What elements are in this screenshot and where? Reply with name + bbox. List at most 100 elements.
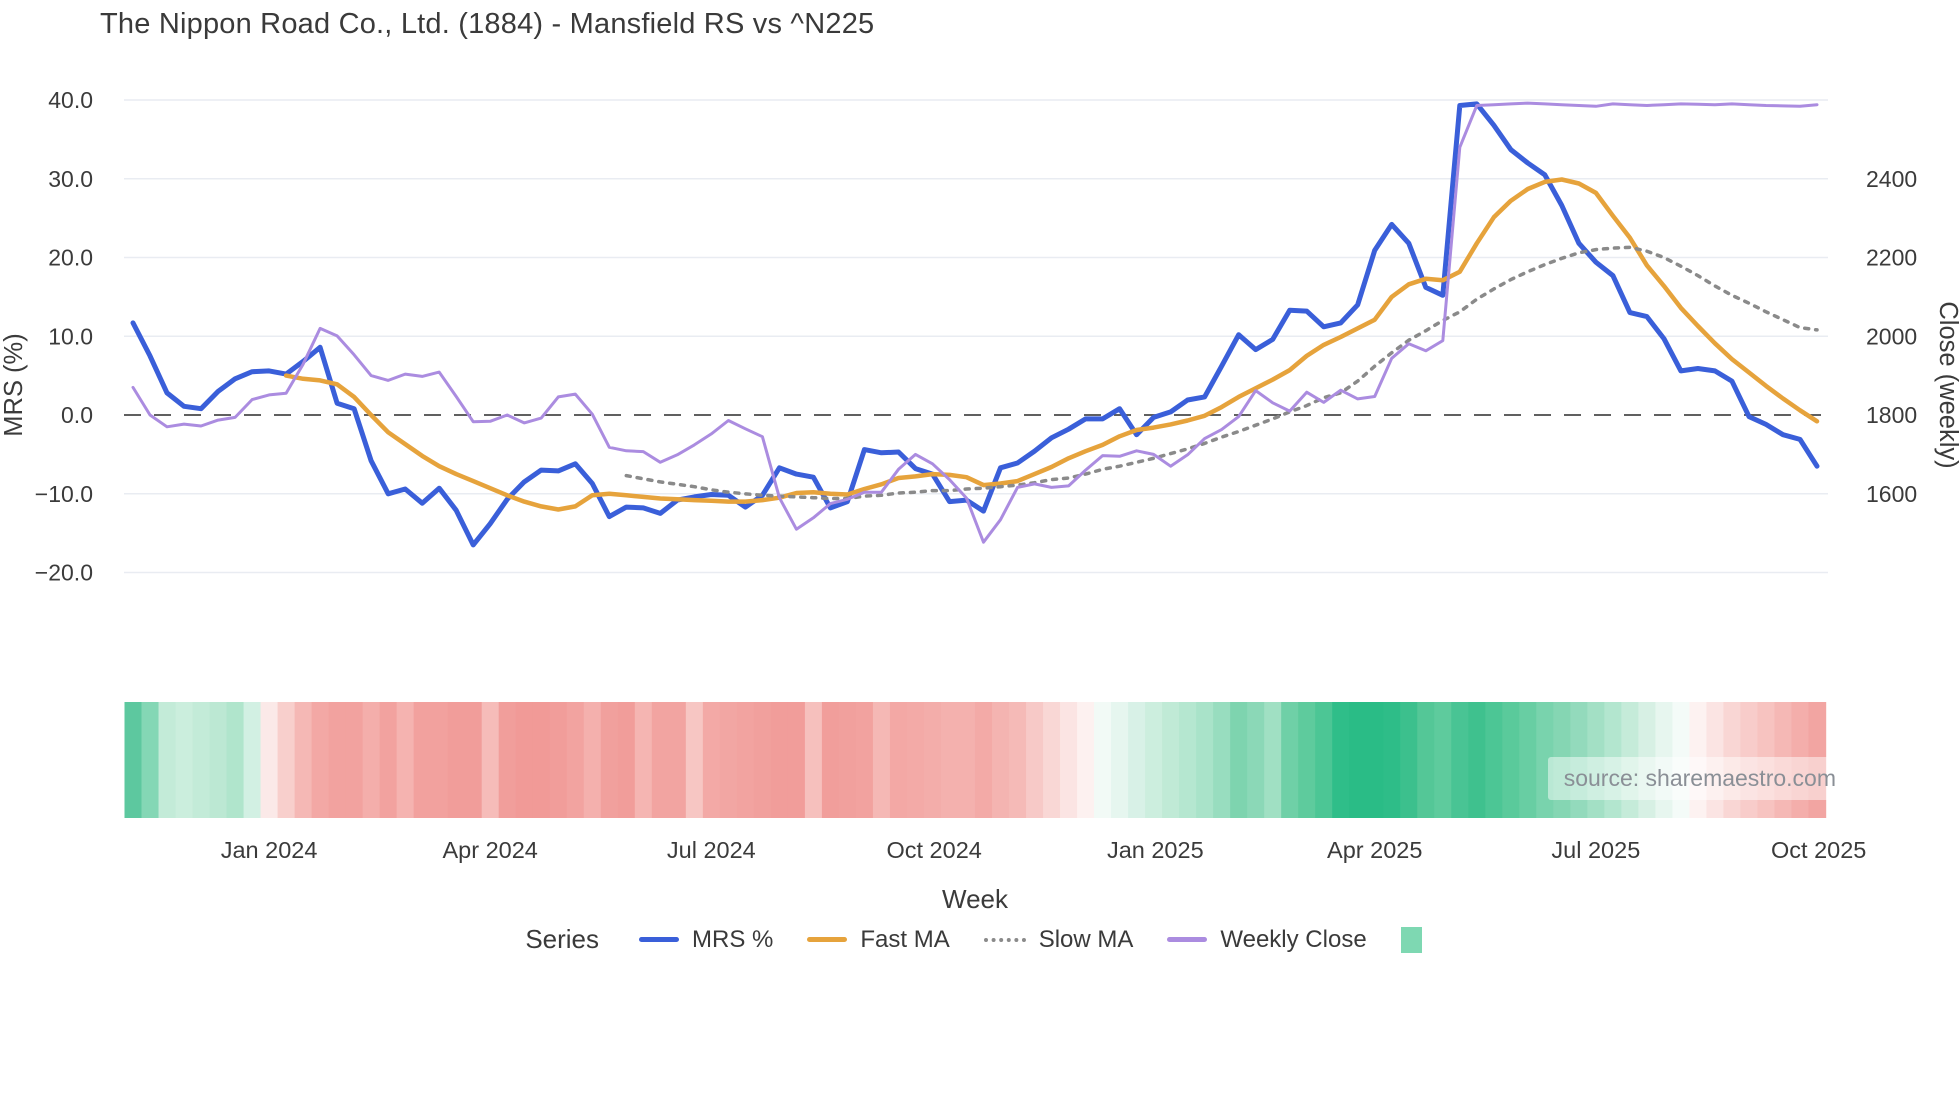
- heatmap-cell: [1791, 702, 1810, 818]
- legend-item-weekly-close[interactable]: Weekly Close: [1167, 925, 1367, 954]
- heatmap-cell: [498, 702, 517, 818]
- legend-item-fast-ma[interactable]: Fast MA: [807, 926, 950, 954]
- y-right-axis-title: Close (weekly): [1934, 301, 1960, 468]
- x-axis-title: Week: [942, 884, 1009, 914]
- y-right-tick-label: 1800: [1866, 402, 1917, 428]
- y-left-tick-label: 20.0: [48, 245, 93, 271]
- heatmap-cell: [141, 702, 160, 818]
- heatmap-cell: [1349, 702, 1367, 818]
- heatmap-cell: [1060, 702, 1078, 818]
- heatmap-cell: [770, 702, 789, 818]
- heatmap-cell: [583, 702, 602, 818]
- heatmap-cell: [1366, 702, 1384, 818]
- heatmap-cell: [1808, 702, 1827, 818]
- heatmap-cell: [328, 702, 347, 818]
- heatmap-cell: [192, 702, 211, 818]
- heatmap-cell: [1757, 702, 1776, 818]
- heatmap-cell: [311, 702, 330, 818]
- x-tick-label: Apr 2024: [443, 837, 538, 863]
- legend-item-slow-ma[interactable]: Slow MA: [983, 925, 1134, 954]
- y-left-tick-label: −10.0: [35, 481, 93, 507]
- legend-item-label: Slow MA: [1038, 925, 1134, 953]
- heatmap-cell: [1570, 702, 1589, 818]
- heatmap-cell: [1213, 702, 1231, 818]
- legend-item-label: MRS %: [692, 925, 774, 953]
- heatmap-cell: [1400, 702, 1418, 818]
- heatmap-cell: [1009, 702, 1027, 818]
- heatmap-cell: [1553, 702, 1572, 818]
- heatmap-cell: [481, 702, 500, 818]
- heatmap-cell: [566, 702, 585, 818]
- y-left-tick-label: 0.0: [61, 402, 93, 428]
- heatmap-cell: [175, 702, 194, 818]
- heatmap-cell: [464, 702, 483, 818]
- heatmap-cell: [158, 702, 177, 818]
- heatmap-cell: [1502, 702, 1521, 818]
- heatmap-cell: [1485, 702, 1504, 818]
- heatmap-cell: [1451, 702, 1469, 818]
- heatmap-cell: [362, 702, 381, 818]
- heatmap-cell: [1281, 702, 1299, 818]
- heatmap-cell: [1077, 702, 1095, 818]
- legend-title: Series: [525, 924, 600, 954]
- y-left-tick-label: 40.0: [48, 87, 93, 113]
- heatmap-cell: [243, 702, 262, 818]
- y-left-tick-label: 30.0: [48, 166, 93, 192]
- heatmap-cell: [1315, 702, 1333, 818]
- heatmap-cell: [838, 702, 857, 818]
- heatmap-cell: [1706, 702, 1725, 818]
- heatmap-cell: [1723, 702, 1742, 818]
- heatmap-cell: [940, 702, 959, 818]
- heatmap-cell: [1247, 702, 1265, 818]
- x-tick-label: Jul 2025: [1551, 837, 1640, 863]
- legend-item-mrs[interactable]: MRS %: [639, 926, 773, 954]
- heatmap-cell: [396, 702, 415, 818]
- y-left-axis-title: MRS (%): [0, 333, 28, 436]
- x-tick-label: Apr 2025: [1327, 837, 1422, 863]
- heatmap-cell: [532, 702, 551, 818]
- heatmap-cell: [889, 702, 908, 818]
- series-line-fast-ma: [283, 177, 1820, 512]
- heatmap-cell: [1672, 702, 1691, 818]
- fast-ma-line-swatch-icon: [807, 937, 848, 942]
- y-right-tick-label: 2200: [1866, 245, 1917, 271]
- slow-ma-dotted-swatch-icon: [983, 937, 1026, 942]
- heatmap-cell: [1383, 702, 1401, 818]
- heatmap-cell: [1536, 702, 1555, 818]
- heatmap-cell: [1468, 702, 1486, 818]
- heatmap-swatch-icon: [1400, 926, 1422, 953]
- heatmap-cell: [1655, 702, 1674, 818]
- heatmap-cell: [1145, 702, 1163, 818]
- legend-item-label: Weekly Close: [1220, 925, 1367, 953]
- legend: Series MRS % Fast MA Slow MA Weekly Clos…: [0, 924, 1960, 955]
- heatmap-cell: [719, 702, 738, 818]
- heatmap-cell: [1689, 702, 1708, 818]
- heatmap-cell: [209, 702, 228, 818]
- series-line-weekly-close: [131, 101, 1819, 544]
- heatmap-cell: [260, 702, 279, 818]
- heatmap-cell: [702, 702, 721, 818]
- heatmap-cell: [1264, 702, 1282, 818]
- heatmap-cell: [957, 702, 976, 818]
- heatmap-cell: [1043, 702, 1061, 818]
- heatmap-cell: [1230, 702, 1248, 818]
- legend-item-heatmap[interactable]: [1400, 926, 1435, 953]
- heatmap-cell: [379, 702, 398, 818]
- heatmap-cell: [600, 702, 619, 818]
- series-line-slow-ma: [624, 245, 1819, 501]
- heatmap-cell: [124, 702, 143, 818]
- x-tick-label: Oct 2025: [1771, 837, 1866, 863]
- heatmap-cell: [651, 702, 670, 818]
- heatmap-cell: [1621, 702, 1640, 818]
- source-watermark: source: sharemaestro.com: [1547, 757, 1852, 800]
- heatmap-cell: [1128, 702, 1146, 818]
- heatmap-cell: [1417, 702, 1435, 818]
- heatmap-cell: [277, 702, 296, 818]
- heatmap-cell: [1740, 702, 1759, 818]
- heatmap-cell: [787, 702, 806, 818]
- heatmap-cell: [294, 702, 313, 818]
- heatmap-cell: [1434, 702, 1452, 818]
- heatmap-cell: [515, 702, 534, 818]
- y-right-tick-label: 1600: [1866, 481, 1917, 507]
